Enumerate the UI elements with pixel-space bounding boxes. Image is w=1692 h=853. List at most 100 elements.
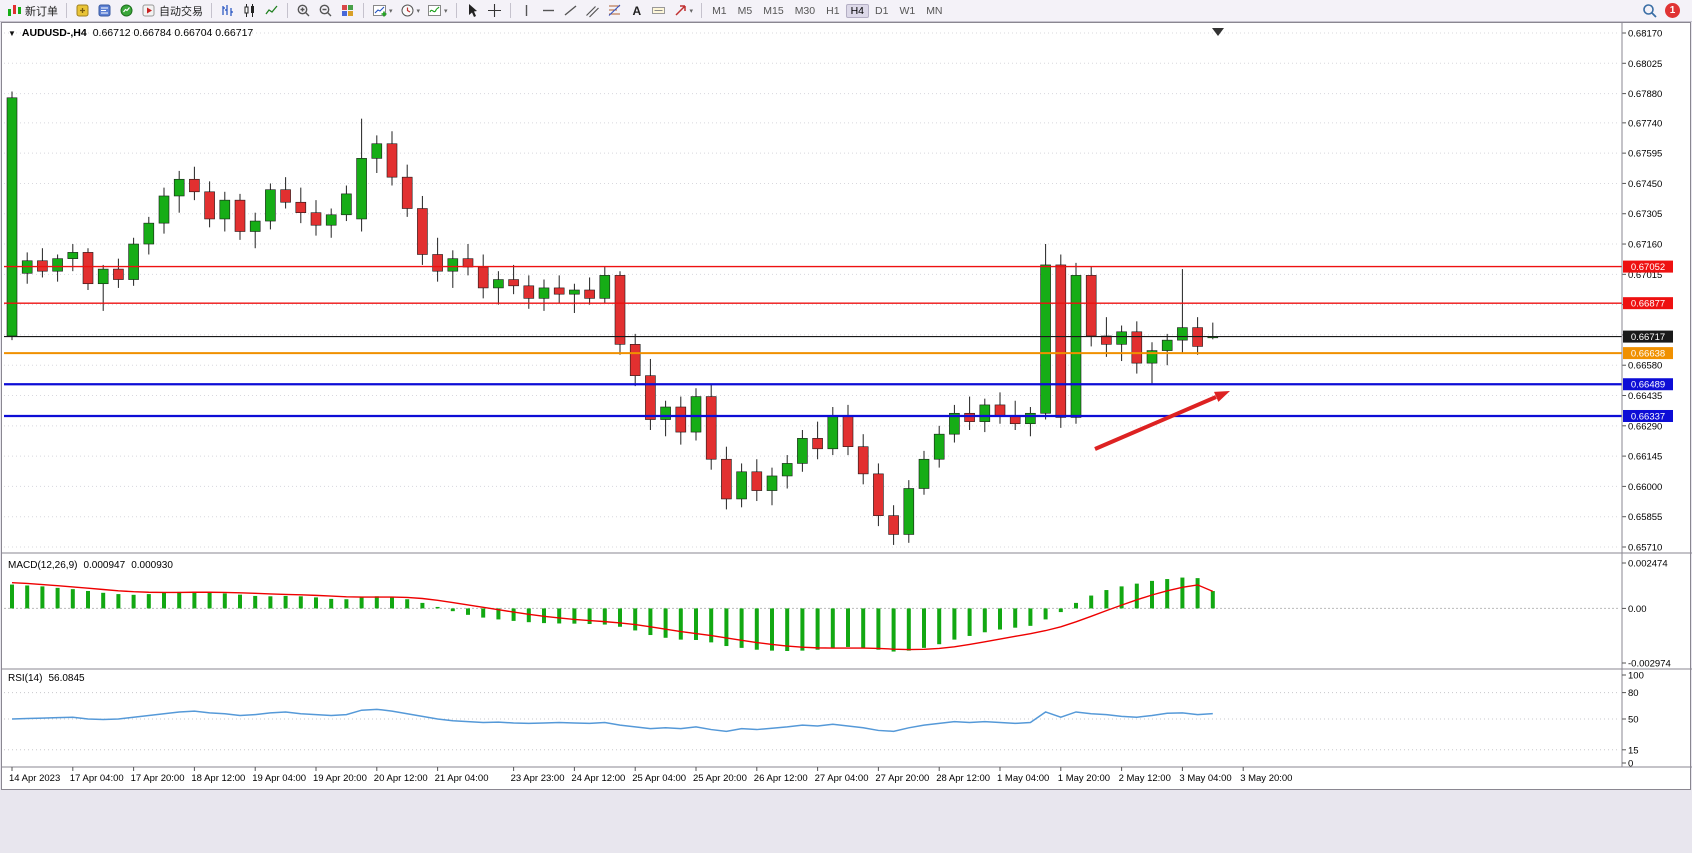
candlestick-chart-icon [244, 4, 254, 17]
text-tool-button[interactable]: A [626, 1, 647, 20]
toolbar-separator [455, 3, 457, 18]
timeframe-m15[interactable]: M15 [763, 4, 784, 17]
notification-badge[interactable]: 1 [1665, 3, 1680, 18]
metaeditor-button[interactable] [72, 1, 93, 20]
trend-arrow[interactable] [1094, 395, 1217, 451]
macd-histogram-bar [162, 592, 166, 609]
one-click-trading-arrow[interactable]: ▼ [8, 28, 16, 38]
candle-bull [1070, 262, 1082, 424]
trendline-icon [564, 5, 576, 16]
chevron-down-icon: ▾ [444, 7, 448, 15]
candle-bull [660, 400, 671, 437]
candlestick-chart-button[interactable] [239, 1, 260, 20]
macd-histogram-bar [1134, 583, 1139, 609]
candle-bear [994, 392, 1006, 424]
periods-button[interactable]: ▾ [397, 1, 424, 20]
macd-histogram-bar [709, 608, 714, 643]
candle-bull [1161, 333, 1173, 366]
macd-histogram-bar [830, 608, 835, 648]
timeframe-m1[interactable]: M1 [712, 4, 727, 17]
line-chart-button[interactable] [261, 1, 282, 20]
search-icon[interactable] [1642, 3, 1657, 18]
autotrading-label: 自动交易 [159, 5, 203, 18]
toolbar-separator [211, 3, 212, 18]
new-order-button[interactable]: 新订单 [4, 1, 61, 20]
timeframe-h1[interactable]: H1 [826, 4, 840, 17]
horizontal-line-tool-button[interactable] [538, 1, 559, 20]
candle-bear [629, 333, 641, 387]
candle-bull [52, 254, 63, 282]
rsi-axis-label: 80 [1628, 688, 1639, 699]
indicators-button[interactable]: ▾ [424, 1, 451, 20]
arrows-tool-button[interactable]: ▾ [670, 1, 697, 20]
price-axis-label: 0.68170 [1628, 29, 1662, 40]
macd-histogram-bar [420, 602, 425, 609]
macd-histogram-bar [511, 608, 516, 621]
window-bottom-margin [0, 791, 1692, 853]
zoom-out-button[interactable] [315, 1, 336, 20]
macd-histogram-bar [496, 608, 501, 620]
candle-bull [173, 170, 185, 213]
cursor-button[interactable] [462, 1, 483, 20]
label-tool-button[interactable] [648, 1, 669, 20]
zoom-out-icon [319, 4, 332, 17]
candle-bear [1085, 267, 1097, 347]
new-order-icon [8, 5, 21, 16]
arrow-tool-icon [675, 5, 686, 16]
macd-histogram-bar [678, 608, 683, 640]
candle-bull [447, 250, 459, 288]
price-tag-label: 0.67052 [1631, 262, 1665, 273]
data-window-button[interactable] [94, 1, 115, 20]
macd-histogram-bar [1210, 591, 1215, 609]
toolbar-separator [509, 3, 511, 18]
macd-histogram-bar [952, 608, 957, 640]
zoom-in-button[interactable] [293, 1, 314, 20]
bar-chart-button[interactable] [217, 1, 238, 20]
candle-bull [736, 463, 747, 508]
price-tag [1623, 297, 1673, 310]
timeframe-h4[interactable]: H4 [845, 3, 869, 18]
candle-bear [401, 164, 413, 217]
candle-bull [1146, 342, 1158, 385]
time-axis-label: 14 Apr 2023 [9, 773, 60, 784]
candle-bull [933, 425, 945, 468]
trendline-tool-button[interactable] [560, 1, 581, 20]
macd-histogram-bar [10, 584, 14, 609]
macd-axis-label: 0.002474 [1628, 559, 1668, 570]
chart-shift-marker[interactable] [1212, 28, 1224, 36]
timeframe-m30[interactable]: M30 [794, 4, 816, 17]
bar-chart-icon [222, 5, 233, 16]
fibonacci-tool-button[interactable] [604, 1, 625, 20]
autotrading-icon [142, 4, 155, 17]
macd-histogram-bar [1043, 608, 1048, 620]
price-axis-label: 0.66580 [1628, 361, 1662, 372]
macd-histogram-bar [374, 596, 379, 609]
price-axis-label: 0.66145 [1628, 452, 1662, 463]
time-axis-label: 27 Apr 20:00 [875, 773, 929, 784]
toolbar-right-group: 1 [1642, 3, 1688, 18]
price-tag [1623, 260, 1673, 273]
market-watch-button[interactable] [116, 1, 137, 20]
price-chart-canvas[interactable]: 0.68170 0.68025 0.67880 0.67740 0.67595 0.674… [2, 23, 1692, 791]
fibonacci-icon [608, 4, 620, 16]
time-axis-label: 19 Apr 20:00 [313, 773, 367, 784]
autotrading-button[interactable]: 自动交易 [138, 1, 206, 20]
vertical-line-tool-button[interactable] [516, 1, 537, 20]
tile-windows-button[interactable] [337, 1, 358, 20]
timeframe-mn[interactable]: MN [926, 4, 943, 17]
timeframe-d1[interactable]: D1 [875, 4, 889, 17]
crosshair-button[interactable] [484, 1, 505, 20]
timeframe-w1[interactable]: W1 [899, 4, 916, 17]
chart-window[interactable]: 0.68170 0.68025 0.67880 0.67740 0.67595 0.674… [1, 22, 1692, 791]
candle-bull [569, 283, 580, 313]
channel-tool-button[interactable] [582, 1, 603, 20]
new-chart-button[interactable]: ▾ [369, 1, 396, 20]
macd-histogram-bar [648, 608, 653, 636]
candle-bear [888, 505, 899, 545]
macd-histogram-bar [846, 608, 850, 647]
timeframe-m5[interactable]: M5 [737, 4, 753, 17]
macd-histogram-bar [207, 592, 212, 609]
price-tag-label: 0.66489 [1631, 380, 1665, 391]
time-axis-label: 18 Apr 12:00 [191, 773, 245, 784]
candle-bear [857, 434, 869, 485]
